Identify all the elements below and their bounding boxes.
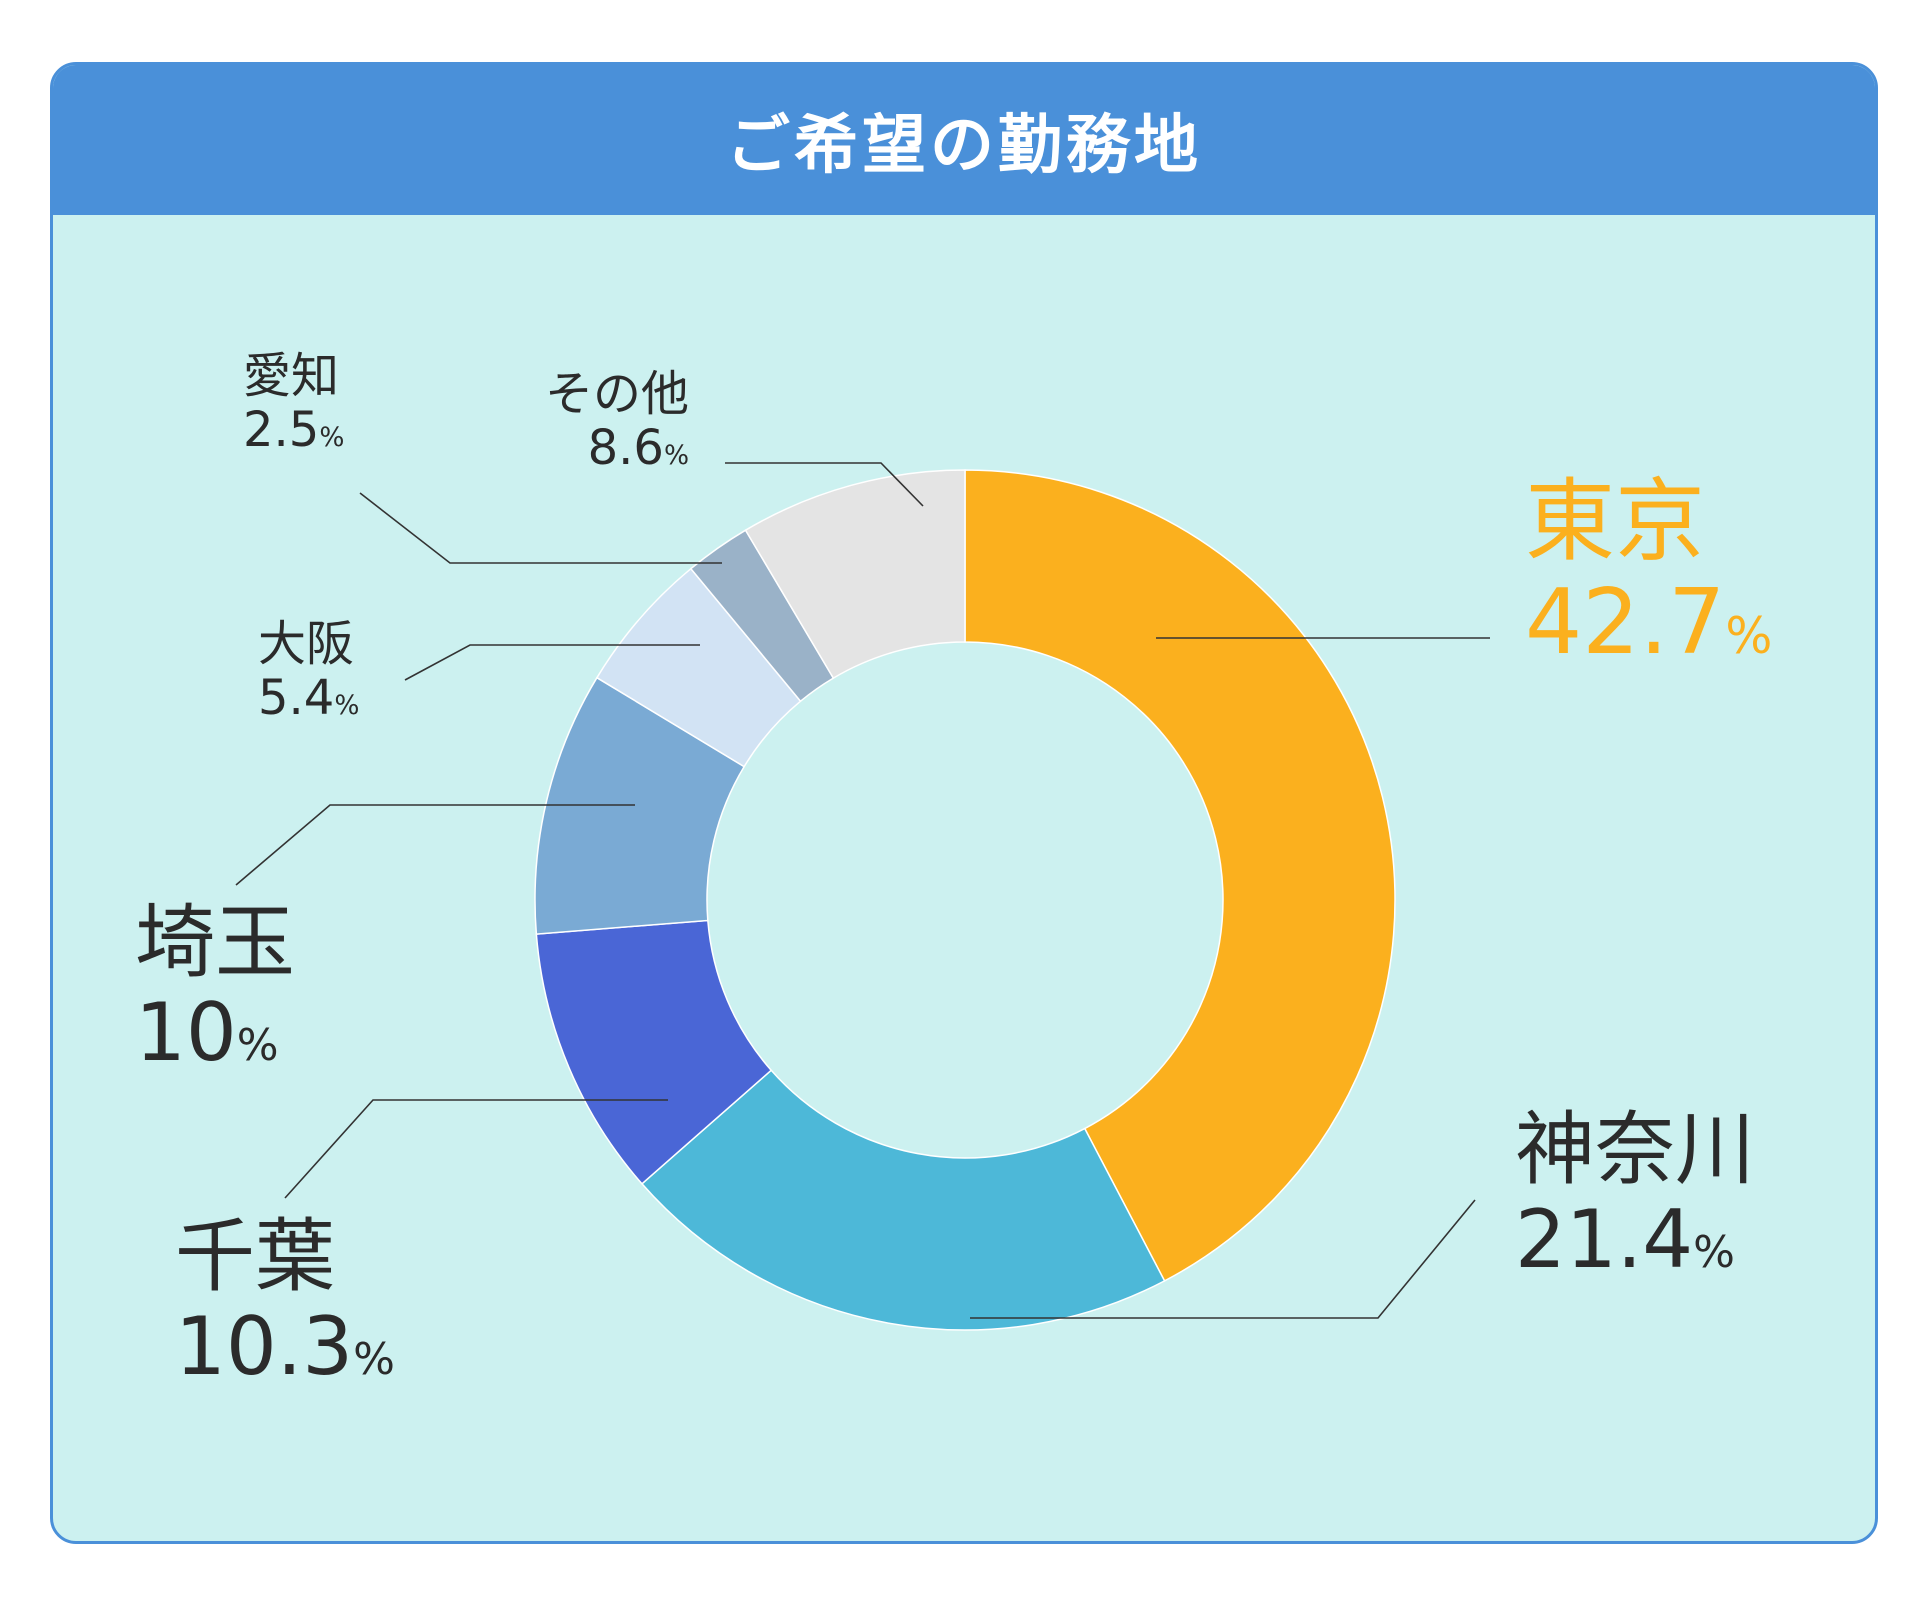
label-value: 42.7% xyxy=(1525,569,1773,675)
leader-aichi xyxy=(359,492,722,564)
label-tokyo: 東京 42.7% xyxy=(1525,469,1773,675)
label-aichi: 愛知 2.5% xyxy=(243,348,345,458)
label-value: 8.6% xyxy=(587,419,690,476)
chart-header: ご希望の勤務地 xyxy=(53,65,1875,215)
percent-sign: % xyxy=(1725,606,1773,665)
leader-osaka xyxy=(404,644,700,681)
label-saitama: 埼玉 10% xyxy=(135,898,295,1077)
label-name: 神奈川 xyxy=(1515,1103,1755,1196)
label-value: 10.3% xyxy=(175,1299,395,1393)
slice-0 xyxy=(964,469,1396,1282)
label-chiba: 千葉 10.3% xyxy=(175,1212,395,1391)
percent-sign: % xyxy=(236,1019,279,1071)
label-name: 埼玉 xyxy=(135,896,295,989)
leader-kanagawa xyxy=(970,1199,1476,1319)
label-value: 5.4% xyxy=(258,669,360,726)
leader-chiba xyxy=(284,1099,668,1199)
label-name: 東京 xyxy=(1525,469,1705,574)
slice-6 xyxy=(744,469,966,680)
percent-sign: % xyxy=(353,1333,395,1385)
leader-other xyxy=(725,462,924,507)
label-name: 大阪 xyxy=(258,616,355,672)
percent-sign: % xyxy=(334,689,360,721)
percent-sign: % xyxy=(319,421,345,453)
label-name: 千葉 xyxy=(175,1210,335,1303)
leader-saitama xyxy=(235,804,635,886)
percent-sign: % xyxy=(1693,1226,1735,1278)
label-value: 2.5% xyxy=(243,401,345,458)
slice-1 xyxy=(640,1069,1166,1331)
label-name: 愛知 xyxy=(243,348,340,404)
label-name: その他 xyxy=(545,366,690,422)
chart-title: ご希望の勤務地 xyxy=(726,109,1202,183)
label-osaka: 大阪 5.4% xyxy=(258,616,360,726)
label-kanagawa: 神奈川 21.4% xyxy=(1515,1105,1755,1284)
percent-sign: % xyxy=(663,439,690,471)
label-value: 10% xyxy=(135,985,279,1079)
label-other: その他 8.6% xyxy=(545,366,690,476)
label-value: 21.4% xyxy=(1515,1192,1735,1286)
